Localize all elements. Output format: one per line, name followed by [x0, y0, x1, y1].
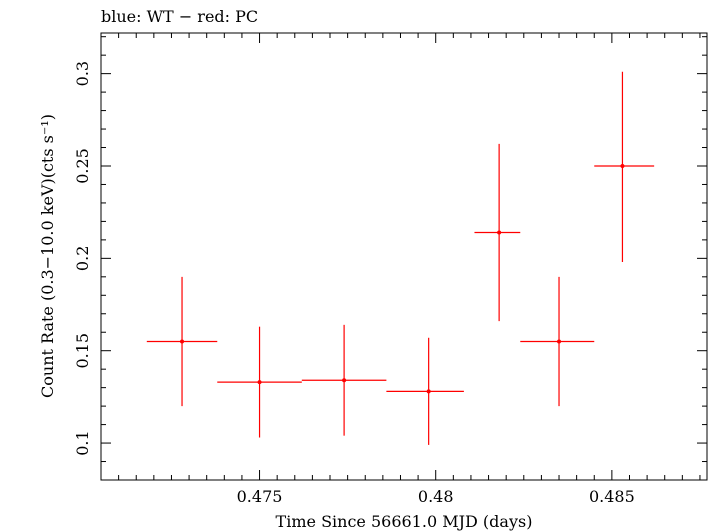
- data-marker: [620, 163, 625, 168]
- data-point: [520, 276, 595, 407]
- y-tick-label: 0.15: [73, 333, 92, 369]
- data-marker: [342, 378, 347, 383]
- x-tick-label: 0.485: [589, 487, 635, 506]
- y-tick-label: 0.3: [73, 61, 92, 86]
- x-tick-label: 0.48: [418, 487, 454, 506]
- data-point: [301, 324, 387, 436]
- data-marker: [180, 339, 185, 344]
- data-point: [386, 337, 464, 445]
- y-tick-label: 0.25: [73, 148, 92, 184]
- y-axis: 0.1 0.15 0.2 0.25 0.3: [73, 36, 707, 481]
- x-axis-label: Time Since 56661.0 MJD (days): [276, 512, 533, 531]
- chart-title: blue: WT − red: PC: [101, 7, 258, 26]
- x-tick-label: 0.475: [237, 487, 283, 506]
- x-axis: 0.475 0.48 0.485: [100, 33, 701, 506]
- data-point: [217, 326, 302, 438]
- plot-frame: [100, 32, 708, 481]
- y-tick-label: 0.1: [73, 430, 92, 455]
- y-tick-label: 0.2: [73, 246, 92, 271]
- data-point: [474, 143, 521, 322]
- series-pc: [146, 71, 655, 445]
- y-axis-label: Count Rate (0.3−10.0 keV)(cts s⁻¹): [38, 114, 57, 398]
- data-marker: [557, 339, 562, 344]
- data-marker: [426, 389, 431, 394]
- data-marker: [257, 380, 262, 385]
- data-point: [594, 71, 655, 263]
- data-point: [146, 276, 218, 407]
- data-marker: [497, 230, 502, 235]
